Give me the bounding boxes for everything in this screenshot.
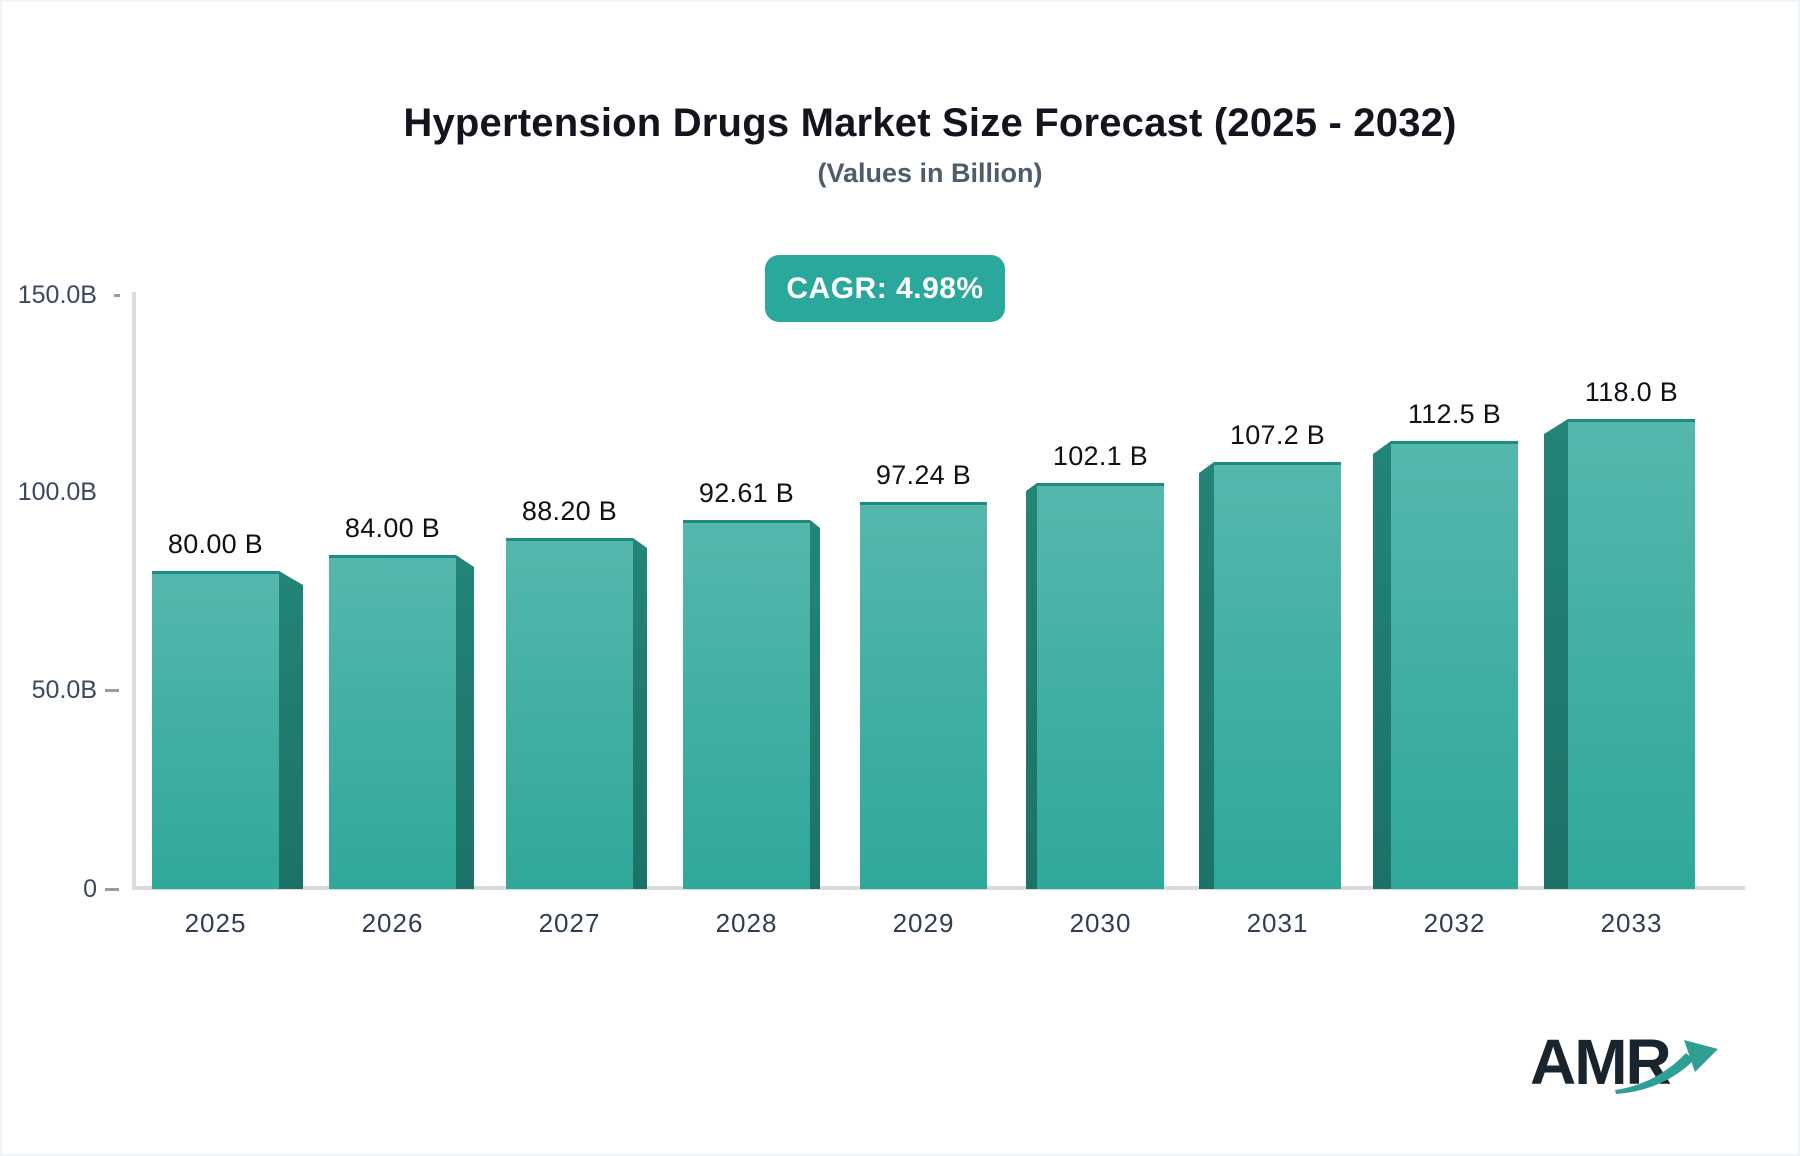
bar-value-label: 92.61 B — [698, 478, 795, 508]
bar-2031 — [1214, 462, 1341, 889]
cagr-badge: CAGR: 4.98% — [765, 255, 1005, 322]
bar-2033 — [1568, 419, 1695, 889]
bar-2030 — [1037, 483, 1164, 889]
y-axis-tick-mark — [105, 689, 119, 692]
bar-top-edge — [1037, 483, 1164, 486]
y-axis-tick-label: 50.0B — [31, 676, 97, 704]
x-axis-tick-label: 2031 — [1246, 908, 1309, 938]
cagr-badge-label: CAGR: 4.98% — [786, 271, 984, 305]
brand-logo: AMR — [1530, 1030, 1730, 1110]
bar-3d-side — [456, 555, 474, 889]
bar-2026 — [329, 555, 456, 889]
x-axis-tick-label: 2025 — [184, 908, 247, 938]
chart-subtitle: (Values in Billion) — [817, 158, 1043, 188]
x-axis-tick-label: 2026 — [361, 908, 424, 938]
y-axis-tick-mark — [105, 888, 119, 891]
x-axis-tick-label: 2028 — [715, 908, 778, 938]
bar-3d-side — [633, 538, 647, 889]
bar-3d-side — [279, 571, 303, 889]
bar-3d-side — [1026, 483, 1037, 889]
bar-value-label: 112.5 B — [1407, 399, 1502, 429]
chart-header: Hypertension Drugs Market Size Forecast … — [62, 100, 1798, 189]
bar-top-edge — [1391, 441, 1518, 444]
x-axis-tick-label: 2027 — [538, 908, 601, 938]
x-axis-tick-label: 2030 — [1069, 908, 1132, 938]
y-axis-tick-mark — [114, 294, 120, 297]
bar-top-edge — [1568, 419, 1695, 422]
x-axis-tick-label: 2029 — [892, 908, 955, 938]
chart-title: Hypertension Drugs Market Size Forecast … — [403, 101, 1457, 145]
bar-value-label: 80.00 B — [167, 529, 264, 559]
bar-value-label: 102.1 B — [1052, 441, 1149, 471]
bar-2029 — [860, 502, 987, 889]
y-axis-line — [132, 292, 136, 889]
bar-value-label: 88.20 B — [521, 496, 618, 526]
growth-arrow-icon — [1615, 1040, 1718, 1094]
bar-2027 — [506, 538, 633, 889]
bar-2025 — [152, 571, 279, 889]
x-axis-tick-label: 2032 — [1423, 908, 1486, 938]
bar-top-edge — [1214, 462, 1341, 465]
bar-value-label: 118.0 B — [1584, 377, 1679, 407]
bar-2028 — [683, 520, 810, 889]
bar-top-edge — [683, 520, 810, 523]
bar-3d-side — [810, 520, 820, 889]
bar-value-label: 84.00 B — [344, 513, 441, 543]
bar-value-label: 107.2 B — [1229, 420, 1326, 450]
y-axis-tick-label: 0 — [83, 875, 97, 903]
bar-top-edge — [329, 555, 456, 558]
bar-value-label: 97.24 B — [875, 460, 972, 490]
bar-3d-side — [1199, 462, 1214, 889]
bar-top-edge — [860, 502, 987, 505]
bar-2032 — [1391, 441, 1518, 889]
bar-top-edge — [152, 571, 279, 574]
bar-3d-side — [1544, 419, 1568, 889]
x-axis-tick-label: 2033 — [1600, 908, 1663, 938]
bar-3d-side — [1373, 441, 1391, 889]
y-axis-tick-label: 150.0B — [17, 281, 97, 309]
bar-top-edge — [506, 538, 633, 541]
y-axis-tick-label: 100.0B — [17, 478, 97, 506]
